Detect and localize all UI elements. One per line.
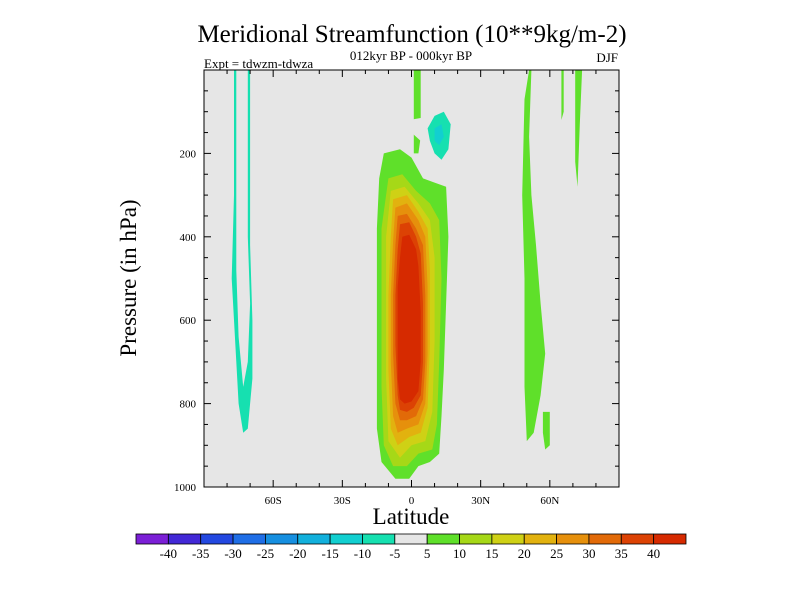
colorbar-label: -25 [257,546,274,561]
y-tick-label: 600 [180,315,197,327]
colorbar-label: -15 [321,546,338,561]
colorbar-swatch [620,533,655,545]
x-tick-label: 30N [471,495,490,507]
y-tick-label: 800 [180,399,197,411]
chart-title: Meridional Streamfunction (10**9kg/m-2) [197,21,626,48]
colorbar-swatch [556,533,590,545]
colorbar-swatch [426,533,460,545]
contour-regions [231,70,583,479]
x-tick-label: 60S [265,495,282,507]
colorbar-label: 40 [647,546,660,561]
colorbar-label: 30 [582,546,595,561]
colorbar [135,533,687,545]
contour-region-neg-strip-40N [496,186,516,429]
colorbar-label: -30 [224,546,241,561]
colorbar-swatch [265,533,299,545]
experiment-label: Expt = tdwzm-tdwza [204,56,313,71]
colorbar-label: 35 [615,546,628,561]
y-tick-labels: 200 400 600 800 1000 [174,148,197,494]
y-axis-label: Pressure (in hPa) [116,199,141,356]
y-tick-label: 200 [180,148,197,160]
contour-region-neg-blob-upper-core [434,124,444,146]
contour-region-pos-strip-55N [522,70,546,442]
chart-subtitle: 012kyr BP - 000kyr BP [350,48,472,63]
colorbar-swatch [523,533,557,545]
y-tick-label: 400 [180,232,197,244]
colorbar-label: 25 [550,546,563,561]
colorbar-swatch [232,533,266,545]
contour-region-pos-core-40 [397,234,421,404]
y-tick-label: 1000 [174,482,197,494]
colorbar-swatch [329,533,363,545]
colorbar-swatch [459,533,493,545]
x-tick-label: 60N [540,495,559,507]
season-label: DJF [596,50,618,65]
contour-region-pos-blob-58N [542,411,550,450]
colorbar-swatch [394,533,428,545]
colorbar-labels: -40 -35 -30 -25 -20 -15 -10 -5 5 10 15 20 25 30 35 40 [160,546,660,561]
colorbar-swatch [362,533,396,545]
colorbar-label: -10 [354,546,371,561]
contour-region-pos-strip-0 [413,70,421,154]
colorbar-label: -35 [192,546,209,561]
contour-region-pos-thin-65N [561,70,564,120]
colorbar-swatch [653,533,687,545]
colorbar-swatch [491,533,525,545]
colorbar-swatch [297,533,331,545]
axis-ticks [204,70,619,487]
colorbar-swatch [588,533,622,545]
colorbar-swatch [200,533,234,545]
x-axis-label: Latitude [373,504,450,529]
colorbar-label: 20 [518,546,531,561]
contour-region-neg-strip-30N [469,186,481,312]
colorbar-label: -5 [389,546,400,561]
colorbar-label: -40 [160,546,177,561]
colorbar-label: 10 [453,546,466,561]
colorbar-label: 15 [485,546,498,561]
x-tick-labels: 60S 30S 0 30N 60N [265,495,560,507]
x-tick-label: 30S [334,495,351,507]
colorbar-swatch [167,533,202,545]
contour-region-neg-band-75S-inner [236,70,251,387]
contour-region-pos-thin-72N [575,70,583,187]
colorbar-label: 5 [424,546,431,561]
colorbar-swatch [135,533,169,545]
colorbar-label: -20 [289,546,306,561]
x-tick-label: 0 [409,495,415,507]
